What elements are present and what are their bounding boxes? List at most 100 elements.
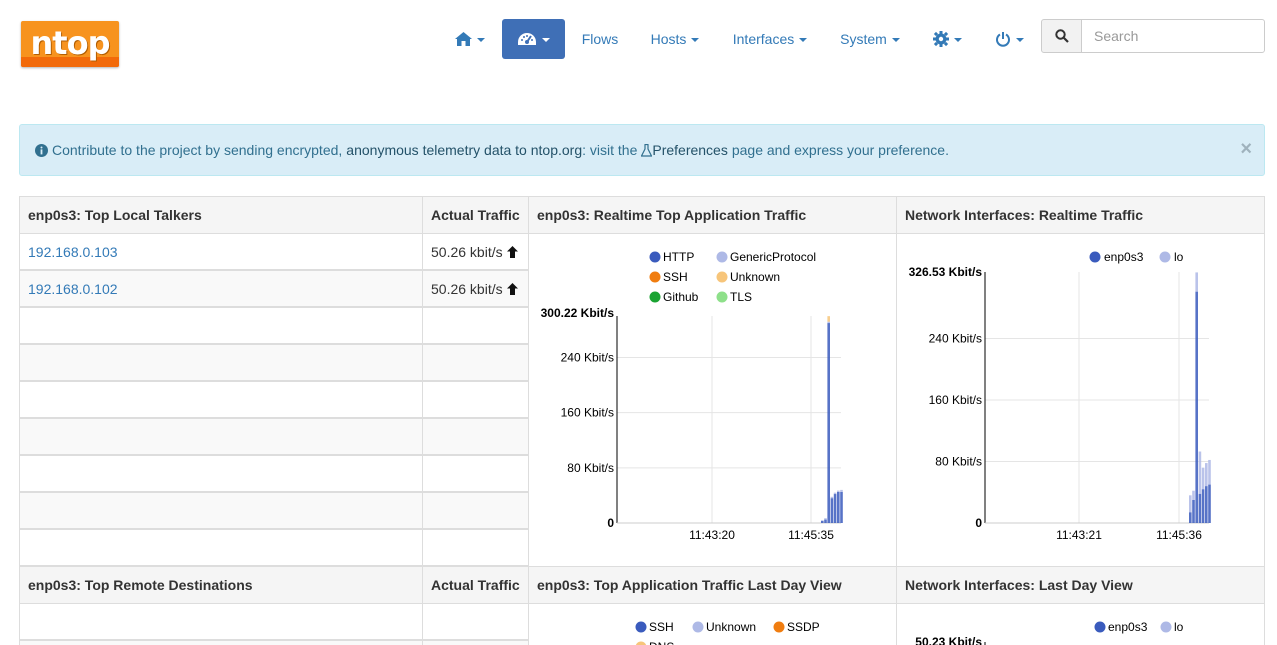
bar-segment [827,316,830,322]
power-icon [995,32,1010,47]
legend-dot [716,251,728,263]
table-row [19,529,423,566]
bar-segment [830,496,834,499]
bar-segment [1195,291,1198,523]
top-local-traffic-header: Actual Traffic [422,196,529,234]
app-lastday-header: enp0s3: Top Application Traffic Last Day… [528,566,897,604]
host-link[interactable]: 192.168.0.102 [28,280,118,297]
x-tick-label: 11:43:20 [689,528,735,542]
bar-segment [827,321,830,324]
bar-segment [1208,459,1211,485]
legend-item: enp0s3 [1094,620,1148,634]
nav-flows[interactable]: Flows [581,31,619,47]
home-menu[interactable] [445,19,495,59]
legend-label: Unknown [730,270,780,284]
legend-item: enp0s3 [1089,250,1144,264]
y-tick-label: 240 Kbit/s [929,332,982,346]
app-realtime-chart: HTTP GenericProtocol SSH Unknown Github TLS 0 8… [528,233,897,567]
iface-lastday-svg: enp0s3 lo 50.23 Kbit/s [915,620,1184,645]
y-max-label: 50.23 Kbit/s [915,635,982,645]
legend-dot [773,621,785,633]
preferences-link[interactable]: Preferences [652,142,728,158]
legend-item: TLS [716,290,752,304]
legend-dot [649,291,661,303]
chevron-down-icon [477,38,485,42]
logo-shade [21,57,119,67]
bar-segment [1189,512,1192,523]
app-realtime-svg: HTTP GenericProtocol SSH Unknown Github TLS 0 8… [541,250,843,542]
settings-menu[interactable] [922,19,972,59]
nav-system-label: System [840,31,887,47]
arrow-up-icon [506,245,518,258]
iface-realtime-chart: enp0s3 lo 0 80 Kbit/s 160 Kbit/s 240 Kbit/s 32… [896,233,1265,567]
legend-dot [1160,621,1172,633]
iface-lastday-chart: enp0s3 lo 50.23 Kbit/s [896,603,1265,645]
table-row [19,640,423,645]
arrow-up-icon [506,282,518,295]
close-icon[interactable]: × [1240,138,1252,160]
chevron-down-icon [691,38,700,42]
chevron-down-icon [542,38,550,42]
nav-hosts[interactable]: Hosts [640,19,710,59]
gear-icon [932,31,949,47]
legend-dot [716,291,728,303]
table-row [19,381,423,418]
legend-item: lo [1160,620,1184,634]
y-tick-label: 80 Kbit/s [935,455,982,469]
y-tick-label: 240 Kbit/s [561,351,614,365]
bar-segment [827,323,830,523]
x-tick-label: 11:45:36 [1156,528,1202,542]
alert-text-before: Contribute to the project by sending enc… [52,142,343,158]
bar-segment [830,498,834,523]
legend-label: TLS [730,290,752,304]
traffic-cell [422,529,529,566]
legend-item: DNS [635,640,674,645]
bar-segment [1195,272,1198,292]
flask-icon [641,143,653,157]
legend-dot [635,641,647,645]
table-row [19,455,423,492]
telemetry-link[interactable]: anonymous telemetry data to ntop.org [346,142,583,158]
power-menu[interactable] [984,19,1034,59]
bar-segment [821,520,824,523]
legend-label: Unknown [706,620,756,634]
legend-label: SSH [649,620,674,634]
nav-system[interactable]: System [830,19,910,59]
host-link[interactable]: 192.168.0.103 [28,243,118,260]
table-row: 192.168.0.102 [19,270,423,307]
table-row [19,418,423,455]
table-row [19,603,423,640]
bar-segment [840,491,843,523]
bar-segment [1205,463,1208,487]
search-button[interactable] [1041,19,1082,53]
alert-text-after: page and express your preference. [731,142,949,158]
chevron-down-icon [799,38,808,42]
legend-label: HTTP [663,250,694,264]
ntop-logo[interactable]: ntop [21,21,119,67]
bar-segment [1192,499,1195,523]
bar-segment [1201,467,1205,490]
traffic-cell [422,344,529,381]
search-icon [1054,29,1069,43]
legend-label: GenericProtocol [730,250,816,264]
top-remote-traffic-header: Actual Traffic [422,566,529,604]
bar-segment [840,489,843,492]
bar-segment [824,518,827,520]
chevron-down-icon [891,38,900,42]
legend-dot [649,271,661,283]
x-tick-label: 11:43:21 [1056,528,1102,542]
telemetry-alert: Contribute to the project by sending enc… [19,124,1265,176]
traffic-cell [422,418,529,455]
table-row [19,492,423,529]
legend-label: enp0s3 [1104,250,1144,264]
traffic-cell [422,307,529,344]
legend-dot [1094,621,1106,633]
legend-item: Github [649,290,699,304]
logo-text: ntop [30,24,111,62]
bar-segment [837,491,840,523]
search-input[interactable] [1081,19,1265,53]
nav-interfaces[interactable]: Interfaces [722,19,818,59]
iface-realtime-header: Network Interfaces: Realtime Traffic [896,196,1265,234]
bar-segment [1198,451,1202,494]
dashboard-menu[interactable] [502,19,565,59]
